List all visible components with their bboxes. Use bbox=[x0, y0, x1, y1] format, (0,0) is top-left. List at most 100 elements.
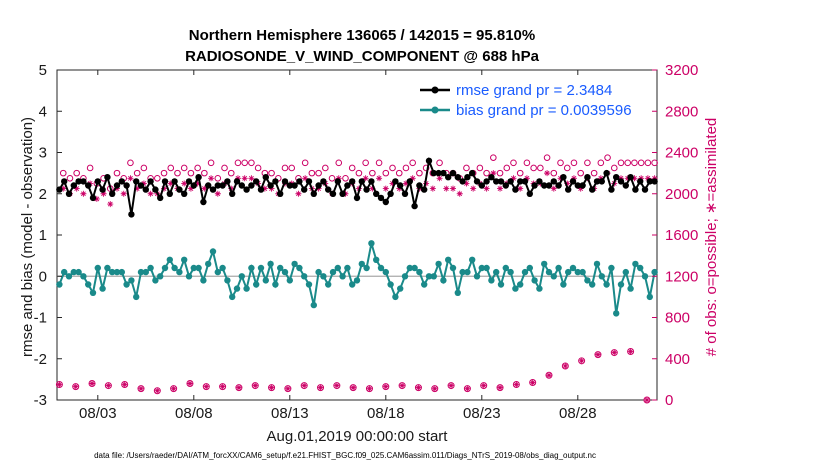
obs-low-possible-point bbox=[268, 384, 276, 392]
rmse-point bbox=[113, 182, 121, 189]
bias-point bbox=[517, 281, 524, 288]
bias-point bbox=[339, 273, 346, 280]
obs-possible-point bbox=[395, 169, 403, 177]
rmse-point bbox=[214, 182, 221, 189]
plot-area bbox=[56, 69, 658, 401]
bias-point bbox=[161, 264, 169, 272]
bias-point bbox=[329, 268, 337, 276]
rmse-point bbox=[229, 190, 236, 197]
obs-low-assimilated-point bbox=[366, 386, 372, 392]
rmse-point bbox=[483, 178, 490, 185]
rmse-point bbox=[60, 178, 68, 185]
obs-possible-point bbox=[610, 164, 618, 172]
obs-low-possible-point bbox=[561, 362, 569, 370]
x-tick-label: 08/03 bbox=[79, 405, 117, 422]
obs-possible-point bbox=[187, 169, 195, 177]
y-tick-right-label: 2000 bbox=[665, 186, 698, 203]
bias-point bbox=[56, 281, 63, 288]
obs-low-assimilated-point bbox=[220, 384, 226, 390]
obs-assimilated-point bbox=[644, 175, 651, 182]
obs-possible-point bbox=[483, 169, 490, 177]
obs-possible-point bbox=[322, 164, 329, 172]
x-axis-label: Aug.01,2019 00:00:00 start bbox=[267, 428, 449, 445]
rmse-point bbox=[142, 186, 149, 193]
obs-assimilated-point bbox=[483, 185, 490, 192]
obs-assimilated-point bbox=[631, 175, 638, 182]
bias-point bbox=[185, 273, 193, 280]
bias-point bbox=[464, 268, 471, 276]
bias-point bbox=[344, 264, 351, 272]
obs-low-assimilated-point bbox=[187, 381, 193, 386]
obs-assimilated-point bbox=[60, 185, 67, 192]
rmse-point bbox=[118, 178, 126, 185]
obs-possible-point bbox=[342, 174, 349, 182]
obs-possible-point bbox=[637, 159, 645, 167]
y-tick-left-label: 2 bbox=[39, 186, 47, 203]
rmse-point bbox=[531, 182, 538, 189]
rmse-point bbox=[253, 178, 260, 185]
obs-assimilated-point bbox=[382, 185, 389, 192]
rmse-point bbox=[507, 178, 514, 185]
obs-possible-point bbox=[241, 159, 248, 167]
obs-low-assimilated-point bbox=[269, 385, 275, 391]
bias-point bbox=[565, 268, 572, 276]
rmse-point bbox=[344, 182, 351, 189]
rmse-point bbox=[219, 182, 226, 189]
rmse-point bbox=[65, 190, 73, 197]
obs-possible-point bbox=[288, 164, 296, 172]
obs-possible-point bbox=[180, 164, 188, 172]
obs-low-possible-point bbox=[578, 357, 586, 365]
rmse-point bbox=[104, 174, 111, 181]
obs-assimilated-point bbox=[234, 175, 241, 182]
obs-assimilated-point bbox=[268, 185, 275, 192]
obs-possible-point bbox=[389, 164, 396, 172]
obs-low-possible-point bbox=[643, 396, 651, 404]
obs-low-possible-point bbox=[153, 387, 161, 395]
obs-possible-point bbox=[140, 164, 148, 172]
obs-low-assimilated-point bbox=[334, 383, 340, 389]
obs-assimilated-point bbox=[107, 201, 114, 208]
obs-low-possible-point bbox=[512, 381, 520, 389]
obs-assimilated-point bbox=[261, 185, 268, 192]
rmse-point bbox=[632, 186, 639, 193]
rmse-point bbox=[454, 174, 461, 181]
rmse-point bbox=[233, 178, 241, 185]
obs-low-possible-point bbox=[463, 385, 471, 393]
bias-point bbox=[541, 260, 548, 268]
obs-possible-point bbox=[624, 159, 632, 167]
rmse-point bbox=[85, 182, 92, 189]
bias-point bbox=[603, 281, 610, 288]
rmse-point bbox=[56, 186, 63, 193]
y-tick-right-label: 400 bbox=[665, 351, 690, 368]
bias-point bbox=[445, 256, 452, 263]
bias-point bbox=[109, 268, 116, 276]
bias-point bbox=[536, 285, 543, 292]
bias-point bbox=[253, 281, 260, 288]
obs-possible-point bbox=[281, 164, 289, 172]
obs-possible-point bbox=[369, 169, 376, 177]
rmse-point bbox=[387, 190, 394, 197]
rmse-point bbox=[560, 174, 567, 181]
obs-assimilated-point bbox=[295, 190, 302, 197]
obs-possible-point bbox=[550, 169, 558, 177]
rmse-point bbox=[397, 182, 404, 189]
rmse-point bbox=[421, 186, 428, 193]
bias-point bbox=[627, 285, 634, 292]
obs-possible-point bbox=[301, 159, 309, 167]
rmse-point bbox=[133, 178, 140, 185]
bias-point bbox=[248, 264, 255, 272]
obs-assimilated-point bbox=[147, 190, 154, 197]
y-tick-left-label: -1 bbox=[34, 310, 47, 327]
obs-possible-point bbox=[563, 164, 571, 172]
bias-point bbox=[286, 277, 293, 284]
obs-possible-point bbox=[651, 159, 658, 167]
bias-point bbox=[113, 268, 121, 276]
bias-point bbox=[123, 281, 130, 288]
obs-possible-point bbox=[227, 169, 235, 177]
rmse-point bbox=[536, 178, 543, 185]
rmse-point bbox=[622, 182, 629, 189]
rmse-point bbox=[190, 182, 197, 189]
rmse-point bbox=[497, 178, 505, 185]
